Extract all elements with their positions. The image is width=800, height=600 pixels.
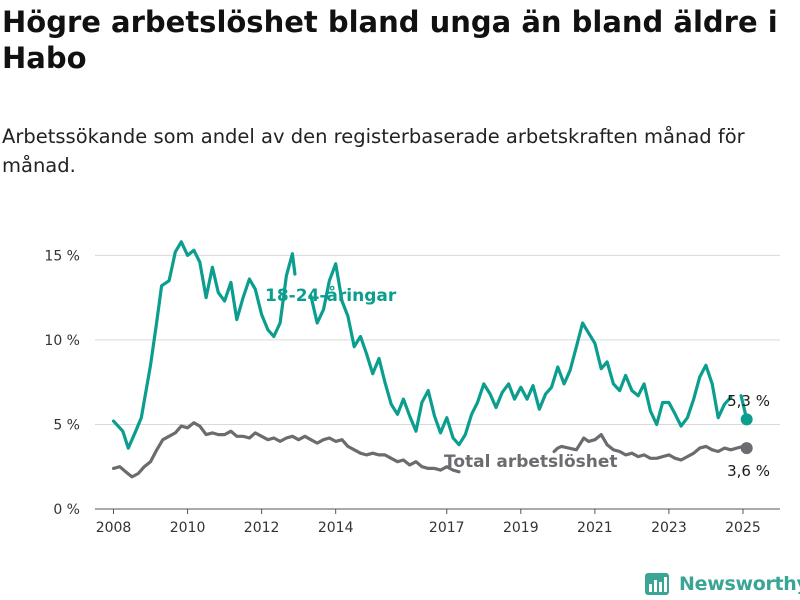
series-line-total [111, 421, 461, 479]
x-tick-label: 2014 [318, 520, 354, 536]
end-label-total: 3,6 % [727, 462, 770, 480]
chart-title: Högre arbetslöshet bland unga än bland ä… [2, 5, 778, 75]
line-layer [111, 240, 753, 479]
line-chart: 0 % 5 % 10 % 15 % 2008 2010 2012 2014 2017 2019 20… [44, 240, 780, 536]
newsworthy-logo: Newsworthy [645, 568, 800, 600]
x-tick-label: 2017 [429, 520, 465, 536]
y-tick-label: 15 % [44, 248, 80, 264]
endpoint-dot-total [740, 442, 753, 455]
end-label-youth: 5,3 % [727, 392, 770, 410]
x-tick-label: 2010 [170, 520, 206, 536]
endpoint-dot-youth [740, 413, 753, 426]
grid-layer: 0 % 5 % 10 % 15 % 2008 2010 2012 2014 2017 2019 20… [44, 248, 780, 536]
x-tick-label: 2012 [244, 520, 280, 536]
x-tick-label: 2008 [96, 520, 132, 536]
y-tick-label: 5 % [53, 417, 80, 433]
series-label-total: Total arbetslöshet [444, 452, 618, 472]
chart-subtitle: Arbetssökande som andel av den registerb… [2, 125, 745, 177]
series-line-youth [111, 240, 297, 450]
series-line-youth [309, 262, 733, 447]
x-tick-label: 2019 [503, 520, 539, 536]
x-tick-label: 2021 [577, 520, 613, 536]
label-layer: 18-24-åringar Total arbetslöshet 5,3 % 3… [265, 284, 770, 480]
series-label-youth: 18-24-åringar [265, 284, 397, 306]
x-tick-label: 2023 [651, 520, 687, 536]
series-line-total [552, 433, 749, 462]
brand-name: Newsworthy [679, 573, 800, 595]
y-tick-label: 10 % [44, 333, 80, 349]
x-tick-label: 2025 [725, 520, 761, 536]
newsworthy-chart-icon [645, 573, 669, 595]
y-tick-label: 0 % [53, 502, 80, 518]
